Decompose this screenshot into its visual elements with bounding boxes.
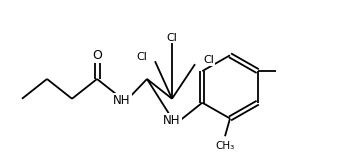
Text: NH: NH	[163, 114, 181, 127]
Text: Cl: Cl	[136, 52, 147, 62]
Text: Cl: Cl	[167, 33, 177, 43]
Text: O: O	[92, 49, 102, 62]
Text: NH: NH	[113, 94, 131, 107]
Text: Cl: Cl	[203, 55, 214, 65]
Text: CH₃: CH₃	[215, 141, 235, 151]
